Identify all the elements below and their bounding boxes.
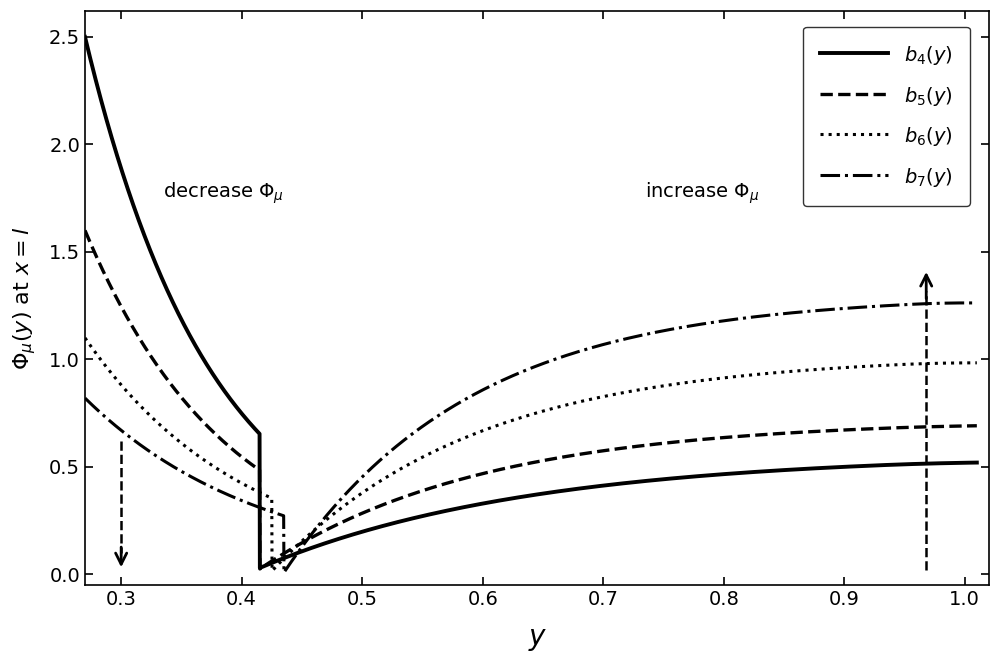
Line: $b_5(y)$: $b_5(y)$ bbox=[85, 230, 977, 569]
$b_7(y)$ bbox=[460, 395, 472, 403]
$b_7(y)$ bbox=[234, 496, 246, 504]
$b_5(y)$ bbox=[421, 485, 433, 493]
$b_4(y)$ bbox=[254, 564, 266, 572]
$b_5(y)$ bbox=[971, 422, 983, 430]
$b_7(y)$ bbox=[954, 299, 966, 307]
Line: $b_7(y)$: $b_7(y)$ bbox=[85, 303, 977, 573]
Text: increase $\Phi_{\mu}$: increase $\Phi_{\mu}$ bbox=[645, 181, 760, 207]
$b_6(y)$ bbox=[79, 334, 91, 342]
Y-axis label: $\Phi_{\mu}(y)$ at $x=l$: $\Phi_{\mu}(y)$ at $x=l$ bbox=[11, 226, 38, 370]
$b_4(y)$ bbox=[234, 407, 246, 415]
$b_7(y)$ bbox=[858, 303, 870, 311]
$b_7(y)$ bbox=[181, 470, 193, 478]
Line: $b_4(y)$: $b_4(y)$ bbox=[85, 37, 977, 568]
$b_7(y)$ bbox=[278, 569, 290, 577]
$b_7(y)$ bbox=[971, 299, 983, 307]
$b_5(y)$ bbox=[181, 400, 193, 408]
$b_5(y)$ bbox=[254, 565, 266, 573]
$b_6(y)$ bbox=[954, 359, 966, 367]
$b_5(y)$ bbox=[858, 425, 870, 433]
$b_7(y)$ bbox=[79, 394, 91, 402]
$b_7(y)$ bbox=[421, 419, 433, 427]
$b_4(y)$ bbox=[971, 459, 983, 467]
$b_6(y)$ bbox=[460, 434, 472, 442]
$b_4(y)$ bbox=[858, 462, 870, 470]
Legend: $b_4(y)$, $b_5(y)$, $b_6(y)$, $b_7(y)$: $b_4(y)$, $b_5(y)$, $b_6(y)$, $b_7(y)$ bbox=[803, 26, 970, 206]
$b_5(y)$ bbox=[460, 474, 472, 482]
$b_4(y)$ bbox=[181, 326, 193, 334]
$b_5(y)$ bbox=[79, 226, 91, 234]
$b_6(y)$ bbox=[181, 444, 193, 451]
$b_4(y)$ bbox=[79, 33, 91, 41]
$b_6(y)$ bbox=[971, 359, 983, 367]
Text: decrease $\Phi_{\mu}$: decrease $\Phi_{\mu}$ bbox=[163, 181, 284, 207]
$b_4(y)$ bbox=[954, 459, 966, 467]
$b_6(y)$ bbox=[234, 478, 246, 486]
$b_7(y)$ bbox=[964, 299, 976, 307]
$b_6(y)$ bbox=[266, 567, 278, 575]
$b_6(y)$ bbox=[858, 363, 870, 371]
Line: $b_6(y)$: $b_6(y)$ bbox=[85, 338, 977, 571]
$b_5(y)$ bbox=[954, 422, 966, 430]
$b_4(y)$ bbox=[460, 502, 472, 510]
$b_4(y)$ bbox=[421, 511, 433, 519]
X-axis label: y: y bbox=[529, 623, 545, 651]
$b_6(y)$ bbox=[421, 451, 433, 459]
$b_5(y)$ bbox=[234, 451, 246, 459]
